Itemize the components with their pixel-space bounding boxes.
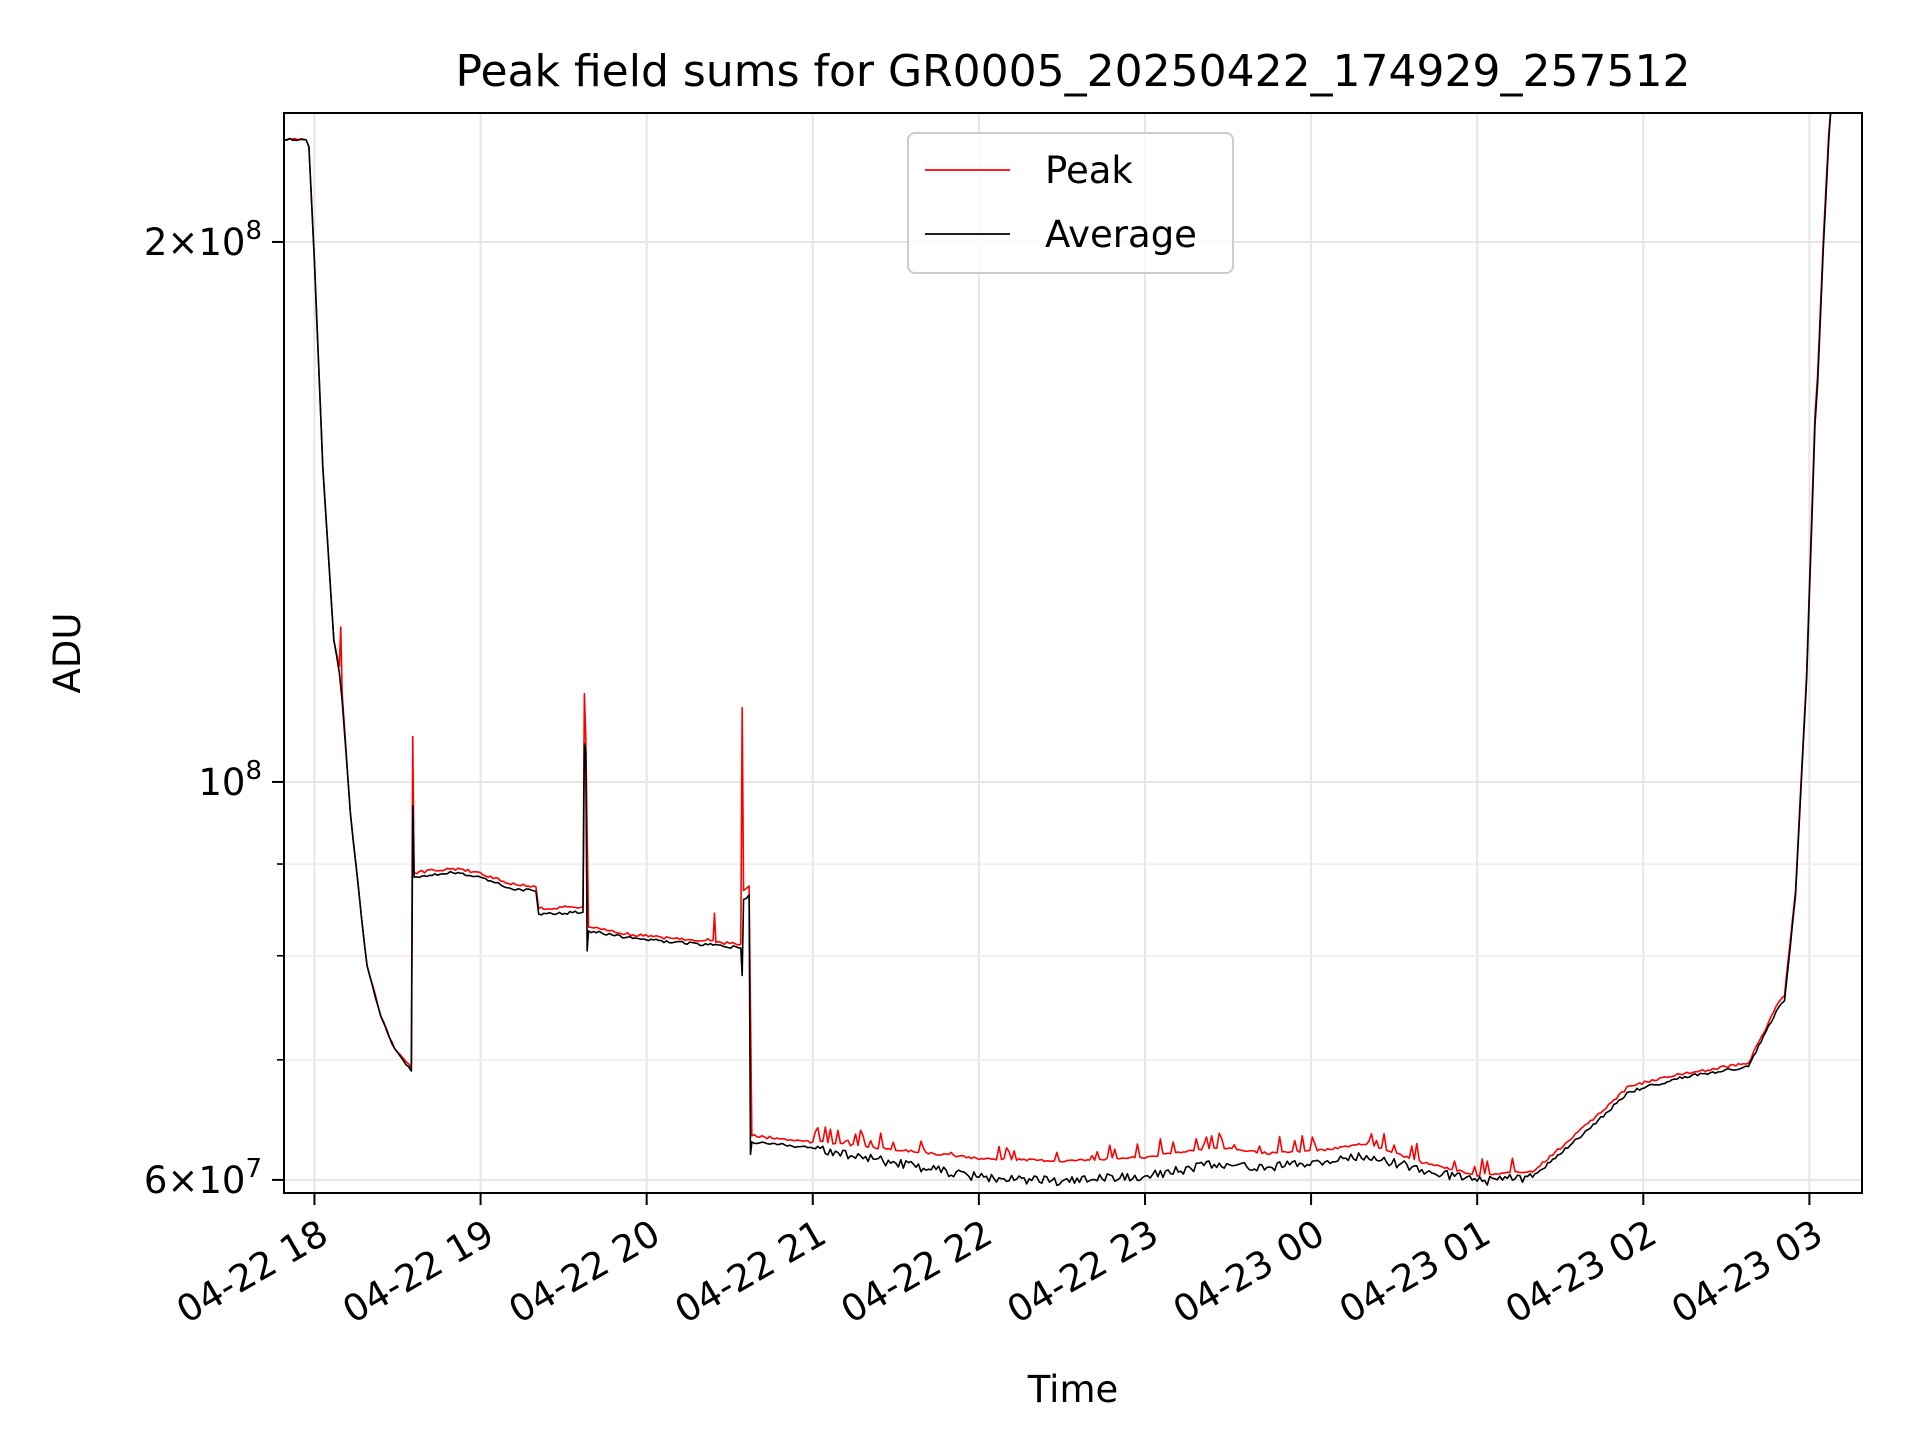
y-axis-label: ADU	[46, 613, 89, 694]
legend-label-peak: Peak	[1045, 149, 1133, 192]
y-tick-label: 6×107	[144, 1154, 262, 1202]
series-layer	[284, 113, 1832, 1187]
y-tick-times: ×10	[167, 1159, 245, 1202]
y-tick-mantissa: 2	[144, 221, 168, 264]
x-axis-label: Time	[1027, 1368, 1119, 1411]
plot-frame	[283, 112, 1863, 1194]
legend: Peak Average	[907, 132, 1234, 274]
y-tick-base: 10	[198, 761, 245, 804]
series-line-average	[284, 113, 1832, 1187]
y-tick-exponent: 7	[245, 1154, 262, 1184]
chart-title: Peak field sums for GR0005_20250422_1749…	[456, 46, 1691, 97]
y-tick-times: ×10	[167, 221, 245, 264]
series-line-peak	[284, 113, 1832, 1177]
y-tick-label: 2×108	[144, 216, 262, 264]
y-tick-label: 108	[198, 756, 262, 804]
legend-label-average: Average	[1045, 213, 1197, 256]
y-tick-mantissa: 6	[144, 1159, 168, 1202]
y-tick-exponent: 8	[245, 216, 262, 246]
y-tick-exponent: 8	[245, 756, 262, 786]
legend-box	[907, 132, 1234, 274]
